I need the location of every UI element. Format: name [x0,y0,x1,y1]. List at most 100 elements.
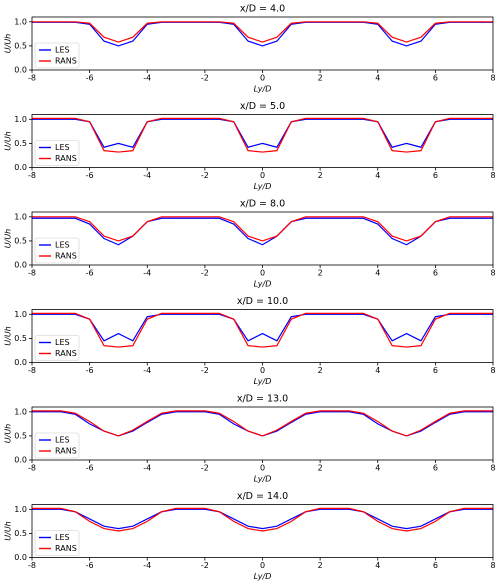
plot-frame [31,504,494,558]
legend: LES RANS [34,42,80,69]
y-tick-label: 0.5 [14,236,27,245]
x-tick-label: -4 [143,171,151,180]
series-line [32,507,493,532]
series-line [32,410,493,437]
legend-label: LES [55,241,70,250]
x-tick-label: 0 [260,464,265,473]
x-tick-label: -2 [201,269,209,278]
y-tick-label: 1.0 [14,212,27,221]
x-tick-label: 6 [433,171,438,180]
x-tick-label: -4 [143,74,151,83]
x-axis-label: Ly/D [254,572,272,581]
x-tick-label: 2 [318,171,323,180]
legend-label: RANS [55,252,77,261]
series-line [32,118,493,148]
x-axis-label: Ly/D [254,280,272,289]
x-tick-label: -4 [143,561,151,570]
legend-label: LES [55,143,70,152]
x-tick-label: -6 [86,171,94,180]
legend-box [34,335,80,361]
x-tick-label: 0 [260,74,265,83]
y-tick-label: 1.0 [14,115,27,124]
legend-label: LES [55,46,70,55]
x-tick-label: 0 [260,171,265,180]
y-axis-label: U/Uh [4,229,13,248]
x-axis-label: Ly/D [254,85,272,94]
x-tick-label: 2 [318,366,323,375]
y-tick-label: 0.5 [14,334,27,343]
x-tick-label: -6 [86,366,94,375]
x-tick-label: -2 [201,464,209,473]
x-axis-label: Ly/D [254,475,272,484]
legend-label: LES [55,436,70,445]
legend-box [34,530,80,556]
legend-box [34,42,80,69]
x-tick-label: 6 [433,366,438,375]
x-tick-label: 2 [318,561,323,570]
x-tick-label: -4 [143,269,151,278]
series-line [32,216,493,242]
y-tick-label: 1.0 [14,17,27,26]
plot-frame [31,211,494,266]
plot-frame [31,114,494,168]
y-tick-label: 0.5 [14,41,27,50]
x-tick-label: -6 [86,74,94,83]
y-tick-label: 0.5 [14,431,27,440]
legend-label: RANS [55,544,77,553]
legend-box [34,432,80,459]
series-line [32,117,493,153]
legend: LES RANS [34,432,80,459]
chart-title: x/D = 10.0 [237,296,288,307]
x-tick-label: 8 [490,561,495,570]
x-tick-label: -4 [143,366,151,375]
legend: LES RANS [34,140,80,166]
x-tick-label: 4 [375,171,380,180]
x-tick-label: 2 [318,464,323,473]
y-tick-label: 0.0 [14,261,27,270]
y-axis-label: U/Uh [4,424,13,443]
x-tick-label: 8 [490,171,495,180]
x-tick-label: 8 [490,269,495,278]
x-tick-label: 0 [260,269,265,278]
legend: LES RANS [34,335,80,361]
series-line [32,217,493,246]
y-tick-label: 0.0 [14,358,27,367]
series-line [32,313,493,342]
series-line [32,411,493,437]
plot-frame [31,406,494,461]
legend-label: RANS [55,349,77,358]
x-tick-label: 0 [260,366,265,375]
x-tick-label: -8 [28,464,36,473]
x-axis-label: Ly/D [254,182,272,191]
plot-frame [31,16,494,71]
x-tick-label: -8 [28,74,36,83]
x-tick-label: -6 [86,269,94,278]
y-tick-label: 0.0 [14,66,27,75]
plot-frame [31,309,494,363]
x-tick-label: 4 [375,269,380,278]
series-line [32,312,493,348]
y-tick-label: 1.0 [14,505,27,514]
x-tick-label: -8 [28,171,36,180]
chart-title: x/D = 13.0 [237,394,288,405]
x-tick-label: 2 [318,74,323,83]
series-line [32,21,493,43]
x-tick-label: 2 [318,269,323,278]
x-tick-label: -8 [28,561,36,570]
y-axis-label: U/Uh [4,131,13,150]
x-tick-label: 4 [375,464,380,473]
legend: LES RANS [34,237,80,264]
x-tick-label: 6 [433,74,438,83]
x-tick-label: 6 [433,561,438,570]
y-tick-label: 0.5 [14,139,27,148]
y-tick-label: 1.0 [14,310,27,319]
x-tick-label: -2 [201,366,209,375]
x-tick-label: 4 [375,74,380,83]
chart-title: x/D = 8.0 [240,199,285,210]
x-tick-label: 0 [260,561,265,570]
x-tick-label: -6 [86,464,94,473]
x-tick-label: 4 [375,561,380,570]
x-tick-label: -2 [201,171,209,180]
y-tick-label: 1.0 [14,407,27,416]
